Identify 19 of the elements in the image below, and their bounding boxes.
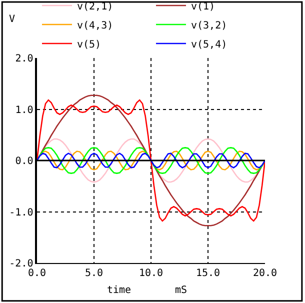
x-tick-label: 0.0 <box>28 268 46 279</box>
y-tick-label: 2.0 <box>15 54 34 64</box>
x-tick-label: 5.0 <box>84 268 104 279</box>
x-tick-label: 15.0 <box>196 268 220 279</box>
x-tick-label: 10.0 <box>138 268 164 279</box>
y-tick-label: -2.0 <box>9 258 34 270</box>
legend-label: v(5,4) <box>191 39 228 50</box>
y-tick-label: 0.0 <box>15 156 34 167</box>
y-axis-title: V <box>9 14 16 25</box>
legend-label: v(5) <box>77 39 102 50</box>
legend-label: v(2,1) <box>77 1 114 12</box>
legend-label: v(1) <box>191 1 216 12</box>
text: mS <box>175 285 188 296</box>
legend-label: v(3,2) <box>191 20 228 32</box>
legend-label: v(4,3) <box>77 20 114 32</box>
x-axis-title: time <box>107 285 132 296</box>
y-tick-label: 1.0 <box>15 104 34 116</box>
y-tick-label: -1.0 <box>9 207 34 218</box>
x-tick-label: 20.0 <box>252 268 278 279</box>
